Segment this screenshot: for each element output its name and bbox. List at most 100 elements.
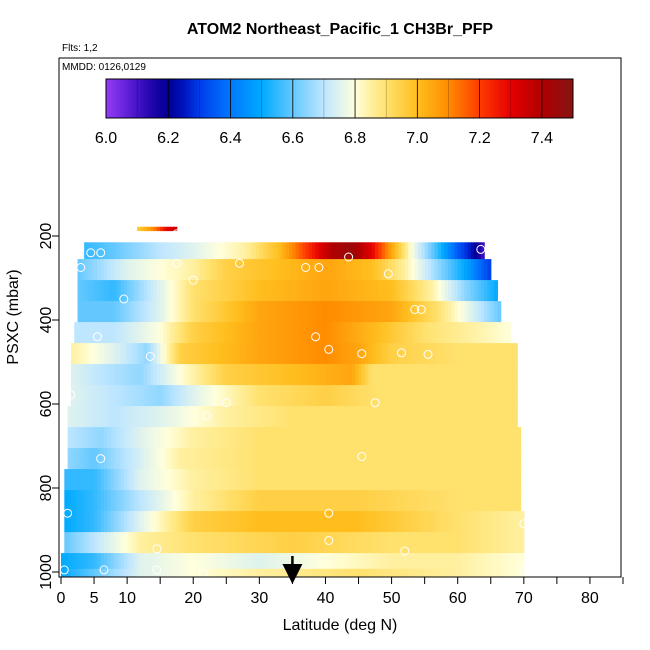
heatmap-cell: [117, 427, 122, 449]
heatmap-cell: [368, 280, 373, 302]
heatmap-cell: [199, 532, 204, 554]
heatmap-cell: [503, 385, 508, 407]
heatmap-cell: [444, 532, 449, 554]
heatmap-cell: [325, 553, 330, 570]
heatmap-cell: [421, 301, 426, 323]
colorbar-swatch: [471, 79, 474, 118]
heatmap-cell: [348, 406, 353, 428]
heatmap-cell: [431, 532, 436, 554]
colorbar-swatch: [224, 79, 227, 118]
heatmap-cell: [480, 490, 485, 512]
heatmap-cell: [375, 553, 379, 570]
heatmap-cell: [381, 242, 386, 260]
heatmap-cell: [490, 364, 495, 386]
heatmap-cell: [338, 568, 343, 577]
heatmap-cell: [272, 553, 277, 570]
x-tick-label: 5: [90, 590, 99, 607]
heatmap-cell: [84, 343, 89, 365]
colorbar-swatch: [409, 79, 412, 118]
heatmap-cell: [259, 322, 264, 344]
heatmap-cell: [156, 427, 161, 449]
heatmap-cell: [146, 553, 151, 570]
heatmap-cell: [209, 322, 214, 344]
heatmap-cell: [107, 385, 112, 407]
heatmap-cell: [153, 568, 158, 577]
heatmap-cell: [358, 568, 363, 577]
heatmap-cell: [127, 385, 132, 407]
heatmap-cell: [209, 511, 214, 533]
heatmap-cell: [130, 280, 135, 302]
heatmap-cell: [351, 427, 356, 449]
heatmap-cell: [345, 364, 350, 386]
heatmap-cell: [335, 469, 340, 491]
heatmap-cell: [160, 343, 165, 365]
colorbar-swatch: [457, 79, 460, 118]
heatmap-cell: [282, 280, 287, 302]
heatmap-cell: [513, 448, 518, 470]
colorbar-swatch: [313, 79, 316, 118]
sample-point: [301, 263, 311, 272]
heatmap-cell: [477, 343, 482, 365]
heatmap-cell: [269, 343, 274, 365]
heatmap-cell: [302, 259, 307, 281]
heatmap-cell: [355, 427, 360, 449]
heatmap-cell: [236, 568, 241, 577]
heatmap-cell: [252, 568, 257, 577]
heatmap-cell: [299, 364, 303, 386]
heatmap-cell: [289, 242, 294, 260]
heatmap-cell: [318, 242, 323, 260]
heatmap-cell: [189, 322, 194, 344]
colorbar-swatch: [162, 79, 165, 118]
heatmap-cell: [279, 385, 284, 407]
colorbar-swatch: [448, 79, 451, 118]
heatmap-cell: [510, 568, 515, 577]
heatmap-cell: [110, 553, 115, 570]
heatmap-cell: [272, 242, 277, 260]
heatmap-cell: [127, 259, 132, 281]
heatmap-cell: [404, 343, 409, 365]
heatmap-cell: [295, 490, 300, 512]
heatmap-cell: [232, 511, 237, 533]
heatmap-cell: [97, 242, 102, 260]
heatmap-cell: [186, 322, 191, 344]
heatmap-cell: [342, 568, 346, 577]
heatmap-cell: [394, 469, 399, 491]
heatmap-cell: [216, 568, 221, 577]
colorbar-swatch: [233, 79, 236, 118]
colorbar-swatch: [499, 79, 502, 118]
heatmap-cell: [173, 406, 178, 428]
heatmap-cell: [236, 301, 241, 323]
heatmap-cell: [279, 448, 284, 470]
heatmap-cell: [375, 343, 379, 365]
heatmap-cell: [239, 511, 244, 533]
heatmap-cell: [431, 259, 436, 281]
heatmap-cell: [480, 427, 485, 449]
heatmap-cell: [375, 385, 379, 407]
heatmap-cell: [447, 448, 452, 470]
heatmap-cell: [123, 511, 128, 533]
heatmap-cell: [388, 490, 393, 512]
heatmap-cell: [299, 511, 303, 533]
heatmap-cell: [470, 490, 475, 512]
colorbar-swatch: [548, 79, 551, 118]
heatmap-cell: [87, 511, 92, 533]
heatmap-cell: [259, 553, 264, 570]
colorbar-swatch: [524, 79, 527, 118]
heatmap-cell: [219, 490, 224, 512]
heatmap-cell: [186, 406, 191, 428]
heatmap-cell: [451, 385, 455, 407]
heatmap-cell: [358, 259, 363, 281]
heatmap-cell: [150, 532, 155, 554]
heatmap-cell: [150, 280, 155, 302]
heatmap-cell: [282, 385, 287, 407]
heatmap-cell: [328, 322, 333, 344]
heatmap-cell: [454, 490, 459, 512]
heatmap-cell: [338, 406, 343, 428]
heatmap-cell: [384, 301, 389, 323]
heatmap-cell: [441, 532, 446, 554]
heatmap-cell: [461, 568, 465, 577]
heatmap-cell: [312, 242, 317, 260]
heatmap-cell: [163, 553, 168, 570]
heatmap-cell: [246, 301, 251, 323]
colorbar-swatch: [510, 79, 513, 118]
